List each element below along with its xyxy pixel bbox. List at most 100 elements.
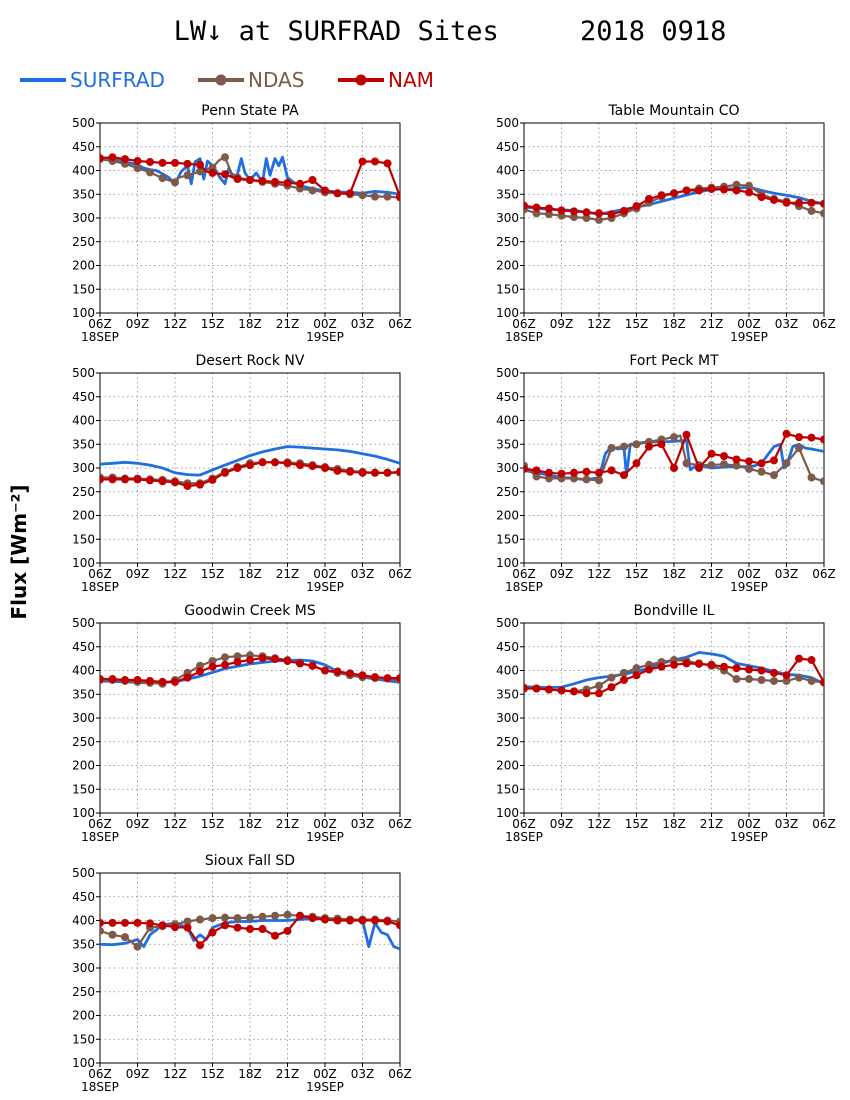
y-tick-label: 250 — [72, 985, 95, 999]
point-nam — [371, 468, 379, 477]
point-nam — [233, 923, 242, 932]
panel-bondville-il: Bondville IL 100 150 200 250 300 350 400 450 500 0… — [496, 603, 836, 844]
y-tick-label: 200 — [496, 759, 519, 773]
point-nam — [682, 186, 691, 195]
panel-goodwin-creek-ms: Goodwin Creek MS 100 150 200 250 300 350 400 450… — [72, 603, 412, 844]
point-nam — [183, 673, 192, 682]
point-nam — [308, 914, 317, 923]
y-tick-label: 350 — [496, 437, 519, 451]
point-nam — [732, 186, 741, 195]
point-nam — [121, 475, 129, 484]
x-tick-label: 06Z — [512, 817, 536, 831]
x-tick-label: 15Z — [201, 567, 225, 581]
point-nam — [770, 195, 778, 204]
y-tick-label: 100 — [72, 806, 95, 820]
point-nam — [346, 189, 354, 198]
y-tick-label: 500 — [72, 616, 95, 630]
point-nam — [158, 921, 167, 930]
point-ndas — [745, 675, 753, 684]
point-ndas — [595, 681, 603, 690]
panel-title: Fort Peck MT — [629, 353, 719, 369]
point-nam — [121, 676, 129, 684]
point-nam — [333, 189, 342, 198]
point-nam — [108, 918, 117, 927]
y-tick-label: 350 — [72, 687, 95, 701]
x-tick-label: 06Z — [88, 317, 112, 331]
y-tick-label: 100 — [496, 306, 519, 320]
point-ndas — [221, 653, 229, 662]
point-ndas — [570, 474, 578, 483]
y-tick-label: 100 — [496, 806, 519, 820]
x-tick-label: 18Z — [238, 567, 262, 581]
point-ndas — [807, 676, 816, 685]
point-nam — [221, 660, 229, 669]
point-nam — [632, 202, 641, 211]
y-tick-label: 100 — [72, 1056, 95, 1070]
point-nam — [283, 926, 292, 935]
y-tick-label: 350 — [72, 437, 95, 451]
x-tick-label: 21Z — [700, 317, 724, 331]
point-nam — [757, 459, 766, 468]
y-tick-label: 150 — [496, 532, 519, 546]
point-nam — [807, 198, 816, 207]
point-nam — [645, 195, 653, 203]
point-nam — [570, 687, 578, 696]
point-nam — [595, 468, 603, 477]
y-tick-label: 150 — [72, 282, 95, 296]
series-surfrad — [100, 445, 400, 477]
point-nam — [146, 476, 154, 485]
point-nam — [108, 675, 117, 684]
point-nam — [283, 459, 292, 468]
point-nam — [620, 206, 628, 215]
x-tick-label: 18Z — [238, 317, 262, 331]
point-nam — [183, 159, 192, 168]
point-nam — [196, 160, 204, 169]
point-ndas — [707, 461, 716, 470]
x-tick-label: 03Z — [775, 817, 799, 831]
point-ndas — [607, 444, 616, 453]
x-tick-label: 09Z — [550, 317, 574, 331]
x-tick-label: 06Z — [512, 567, 536, 581]
panel-title: Sioux Fall SD — [205, 853, 295, 869]
point-nam — [208, 662, 217, 671]
point-ndas — [732, 675, 741, 684]
x-date-label: 18SEP — [81, 580, 119, 594]
point-ndas — [221, 913, 229, 922]
point-ndas — [745, 181, 753, 190]
point-nam — [283, 178, 292, 187]
point-ndas — [620, 668, 628, 677]
y-tick-label: 200 — [72, 1009, 95, 1023]
x-tick-label: 12Z — [163, 567, 187, 581]
point-nam — [383, 468, 392, 477]
point-ndas — [720, 460, 728, 469]
y-tick-label: 250 — [72, 735, 95, 749]
point-nam — [545, 468, 553, 477]
point-nam — [221, 921, 229, 930]
series-line-surfrad — [100, 917, 400, 951]
point-ndas — [258, 912, 267, 921]
point-nam — [695, 464, 703, 472]
point-nam — [196, 941, 204, 950]
point-nam — [221, 170, 229, 179]
point-nam — [670, 464, 678, 472]
point-nam — [100, 154, 104, 163]
x-tick-label: 12Z — [587, 317, 611, 331]
point-nam — [807, 433, 816, 442]
point-nam — [545, 204, 553, 213]
y-tick-label: 300 — [496, 211, 519, 225]
point-ndas — [283, 910, 292, 919]
series-line-surfrad — [100, 445, 400, 477]
series-line-surfrad — [100, 155, 400, 196]
point-ndas — [820, 209, 824, 218]
point-ndas — [545, 210, 553, 219]
y-tick-label: 250 — [72, 235, 95, 249]
point-nam — [807, 656, 816, 665]
point-nam — [524, 464, 528, 473]
point-nam — [133, 918, 142, 927]
y-tick-label: 150 — [72, 532, 95, 546]
x-tick-label: 15Z — [201, 1067, 225, 1081]
point-nam — [121, 155, 129, 164]
x-tick-label: 09Z — [550, 817, 574, 831]
y-tick-label: 350 — [72, 187, 95, 201]
